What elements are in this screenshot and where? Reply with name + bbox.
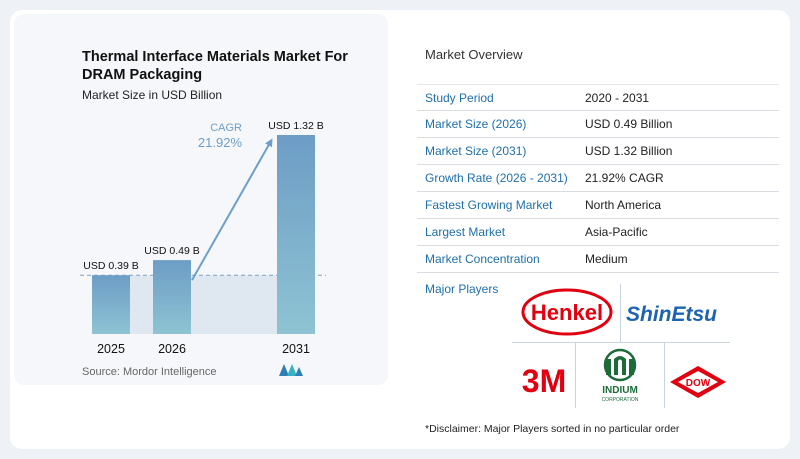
row-label: Fastest Growing Market — [425, 198, 553, 212]
row-label: Largest Market — [425, 225, 506, 239]
overview-row: Largest Market Asia-Pacific — [417, 219, 779, 246]
row-value: 21.92% CAGR — [585, 171, 664, 185]
row-value: USD 1.32 Billion — [585, 144, 673, 158]
row-value: North America — [585, 198, 662, 212]
disclaimer: *Disclaimer: Major Players sorted in no … — [425, 423, 680, 435]
logo-divider — [575, 342, 576, 408]
row-value: 2020 - 2031 — [585, 90, 650, 105]
row-label: Market Size (2026) — [425, 117, 527, 131]
indium-logo-subtext: CORPORATION — [602, 397, 639, 403]
row-value: Medium — [585, 252, 628, 266]
shinetsu-logo-text: ShinEtsu — [626, 303, 717, 326]
dow-logo: DOW — [670, 366, 726, 398]
chart-subtitle: Market Size in USD Billion — [82, 88, 223, 102]
source-note: Source: Mordor Intelligence — [82, 366, 217, 378]
henkel-logo: Henkel — [521, 288, 613, 336]
logo-divider — [664, 342, 665, 408]
overview-row: Study Period 2020 - 2031 — [417, 84, 779, 111]
row-value: Asia-Pacific — [585, 225, 648, 239]
chart-title: Thermal Interface Materials Market For D… — [82, 49, 348, 83]
mordor-logo-icon — [279, 364, 303, 376]
overview-row: Market Concentration Medium — [417, 246, 779, 273]
row-label: Growth Rate (2026 - 2031) — [425, 171, 568, 185]
dow-logo-text: DOW — [686, 378, 711, 389]
henkel-logo-text: Henkel — [531, 300, 603, 325]
indium-logo: INDIUM CORPORATION — [602, 348, 639, 403]
3m-logo: 3M — [522, 363, 566, 396]
overview-row: Market Size (2026) USD 0.49 Billion — [417, 111, 779, 138]
indium-logo-text: INDIUM — [602, 385, 638, 396]
overview-row: Fastest Growing Market North America — [417, 192, 779, 219]
logo-divider — [512, 342, 730, 343]
overview-row: Growth Rate (2026 - 2031) 21.92% CAGR — [417, 165, 779, 192]
logo-divider — [620, 284, 621, 342]
row-value: USD 0.49 Billion — [585, 117, 673, 131]
major-players-label: Major Players — [425, 282, 499, 296]
shinetsu-logo: ShinEtsu — [626, 303, 717, 326]
overview-row: Market Size (2031) USD 1.32 Billion — [417, 138, 779, 165]
3m-logo-text: 3M — [522, 363, 566, 396]
row-label: Study Period — [425, 90, 494, 105]
overview-table: Study Period 2020 - 2031 Market Size (202… — [417, 84, 779, 273]
row-label: Market Concentration — [425, 252, 540, 266]
overview-title: Market Overview — [425, 47, 523, 62]
row-label: Market Size (2031) — [425, 144, 527, 158]
